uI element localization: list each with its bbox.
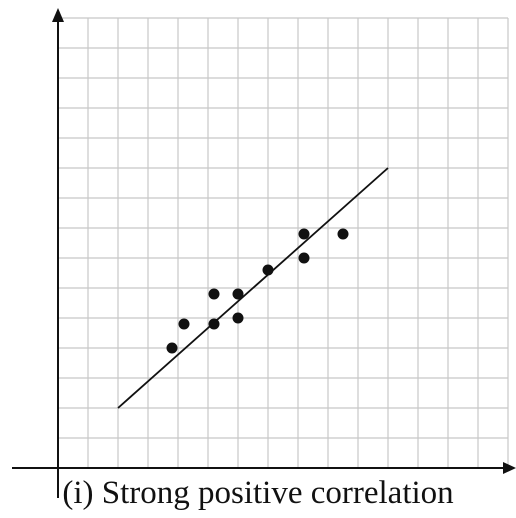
data-point: [298, 252, 310, 264]
data-point: [262, 264, 274, 276]
grid-lines: [58, 17, 509, 468]
data-points: [166, 228, 349, 354]
data-point: [337, 228, 349, 240]
data-point: [208, 318, 220, 330]
data-point: [166, 342, 178, 354]
chart-caption: (i) Strong positive correlation: [62, 475, 454, 511]
y-axis-arrow-icon: [52, 8, 64, 22]
data-point: [232, 312, 244, 324]
data-point: [208, 288, 220, 300]
data-point: [298, 228, 310, 240]
trend-line: [117, 167, 389, 409]
x-axis-arrow-icon: [503, 462, 516, 474]
data-point: [232, 288, 244, 300]
axes: [12, 8, 516, 498]
data-point: [178, 318, 190, 330]
